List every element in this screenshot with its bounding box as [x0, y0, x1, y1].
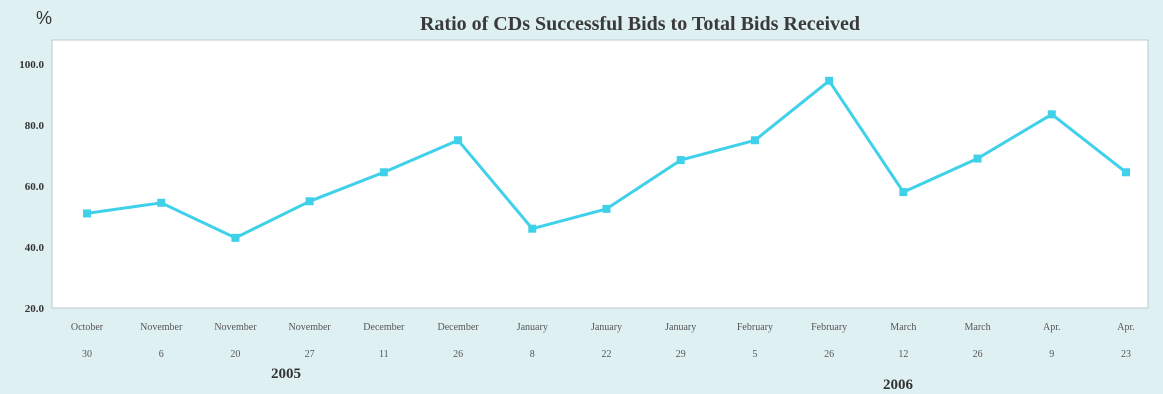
chart-title: Ratio of CDs Successful Bids to Total Bi…	[420, 13, 860, 35]
data-point	[825, 76, 834, 85]
x-tick-day: 30	[82, 349, 92, 360]
x-tick-month: March	[890, 322, 916, 333]
data-point	[528, 224, 537, 233]
data-point	[899, 188, 908, 197]
x-tick-month: October	[71, 322, 104, 333]
x-tick-day: 12	[898, 349, 908, 360]
y-tick-label: 20.0	[25, 303, 45, 315]
y-axis-ticks: 20.0 40.0 60.0 80.0 100.0	[19, 59, 44, 315]
x-tick-month: March	[965, 322, 991, 333]
x-tick-month: November	[140, 322, 183, 333]
x-tick-day: 22	[602, 349, 612, 360]
data-point	[454, 136, 463, 145]
x-tick-day: 6	[159, 349, 164, 360]
x-tick-month: November	[214, 322, 257, 333]
x-tick-day: 11	[379, 349, 389, 360]
data-point	[1122, 168, 1130, 177]
y-tick-label: 100.0	[19, 59, 44, 71]
x-tick-day: 26	[973, 349, 983, 360]
data-point	[83, 209, 91, 218]
x-tick-month: January	[591, 322, 622, 333]
x-tick-day: 29	[676, 349, 686, 360]
year-label-2005: 2005	[271, 366, 301, 382]
plot-area	[51, 39, 1149, 309]
x-tick-day: 26	[453, 349, 463, 360]
y-tick-label: 80.0	[25, 120, 45, 132]
data-series	[83, 76, 1130, 242]
year-label-2006: 2006	[883, 377, 914, 393]
x-tick-month: December	[438, 322, 480, 333]
x-tick-month: Apr.	[1043, 322, 1061, 333]
data-point	[231, 233, 240, 242]
data-point	[676, 156, 685, 165]
data-point	[157, 198, 166, 207]
x-tick-day: 20	[230, 349, 240, 360]
x-tick-month: November	[289, 322, 332, 333]
x-tick-day: 26	[824, 349, 834, 360]
y-tick-label: 60.0	[25, 181, 45, 193]
x-tick-month: February	[737, 322, 773, 333]
x-tick-day: 27	[305, 349, 315, 360]
y-unit-label: %	[36, 8, 52, 28]
x-tick-month: February	[811, 322, 847, 333]
data-point	[305, 197, 314, 206]
x-tick-day: 5	[752, 349, 757, 360]
x-tick-month: Apr.	[1117, 322, 1135, 333]
x-tick-day: 23	[1121, 349, 1131, 360]
y-tick-label: 40.0	[25, 242, 45, 254]
x-tick-day: 8	[530, 349, 535, 360]
data-point	[379, 168, 388, 177]
data-point	[1047, 110, 1056, 119]
x-tick-month: December	[363, 322, 405, 333]
data-point	[602, 204, 611, 213]
x-tick-month: January	[517, 322, 548, 333]
x-tick-month: January	[665, 322, 696, 333]
x-tick-day: 9	[1049, 349, 1054, 360]
data-point	[750, 136, 759, 145]
data-point	[973, 154, 982, 163]
year-labels: 2005 2006	[271, 366, 914, 393]
x-axis-ticks: October 30 November 6 November 20 November 27 De…	[71, 322, 1135, 360]
